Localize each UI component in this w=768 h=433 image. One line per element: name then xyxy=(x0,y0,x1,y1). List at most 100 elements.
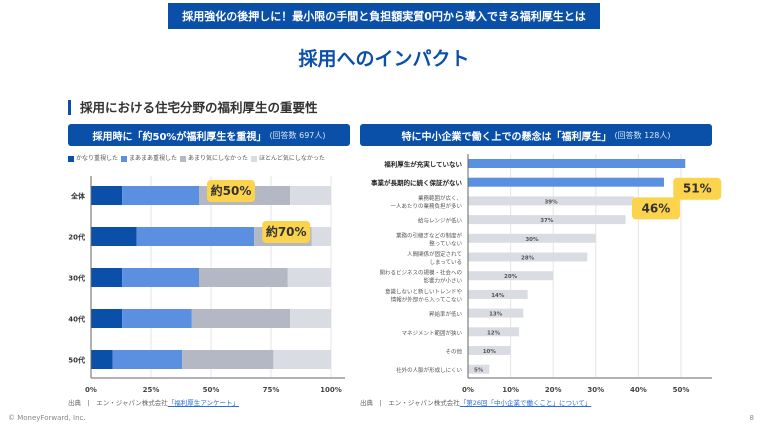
bar-segment xyxy=(91,227,137,246)
legend-item: まあまあ重視した xyxy=(121,153,177,162)
callout-label: 46% xyxy=(642,201,671,215)
value-label: 39% xyxy=(544,199,558,205)
category-label: 整っていない xyxy=(429,239,462,247)
legend-item: かなり重視した xyxy=(68,153,118,162)
bar xyxy=(468,233,596,243)
legend-item: ほとんど気にしなかった xyxy=(251,153,325,162)
bar-segment xyxy=(199,268,288,287)
x-tick-label: 30% xyxy=(587,386,604,394)
bar xyxy=(468,327,520,337)
category-label: その他 xyxy=(445,348,462,356)
source-text: エン・ジャパン株式会社 xyxy=(388,399,460,407)
category-label: マネジメント範囲が狭い xyxy=(401,329,462,337)
value-label: 13% xyxy=(489,312,503,318)
value-label: 30% xyxy=(525,237,539,243)
bar xyxy=(468,346,511,355)
x-tick-label: 40% xyxy=(630,386,647,394)
x-tick-label: 0% xyxy=(85,386,97,394)
category-label: 全体 xyxy=(70,192,86,201)
left-panel-header: 採用時に「約50%が福利厚生を重視」 (回答数 697人) xyxy=(68,124,350,146)
value-label: 20% xyxy=(504,274,518,280)
source-label: 出典 xyxy=(360,399,373,407)
bar-segment xyxy=(273,350,331,369)
bar-segment xyxy=(112,350,183,369)
category-label: 影響力が小さい xyxy=(423,277,462,285)
value-label: 37% xyxy=(540,218,554,224)
category-label: しまっている xyxy=(429,259,462,266)
left-header-note: (回答数 697人) xyxy=(269,130,326,140)
x-tick-label: 50% xyxy=(203,386,220,394)
bar-segment xyxy=(290,309,331,328)
bar-segment xyxy=(91,186,123,205)
x-tick-label: 75% xyxy=(263,386,280,394)
callout-box xyxy=(207,180,255,202)
copyright: © MoneyForward, Inc. xyxy=(8,414,86,422)
x-tick-label: 0% xyxy=(462,386,474,394)
bar-segment xyxy=(136,227,255,246)
bar-segment xyxy=(91,350,113,369)
bar-segment xyxy=(122,268,199,287)
bar-segment xyxy=(182,350,274,369)
category-label: 一人あたりの業務負担が多い xyxy=(390,202,462,210)
source-link[interactable]: 「第26回「中小企業で働くこと」について」 xyxy=(459,399,592,407)
x-tick-label: 10% xyxy=(502,386,519,394)
category-label: 20代 xyxy=(68,233,85,242)
left-source: 出典 | エン・ジャパン株式会社「福利厚生アンケート」 xyxy=(68,399,239,407)
bar xyxy=(468,177,664,187)
category-label: 事業が長期的に続く保証がない xyxy=(371,178,463,187)
bar xyxy=(468,289,528,299)
x-tick-label: 100% xyxy=(320,386,342,394)
value-label: 12% xyxy=(487,330,501,336)
callout-label: 約70% xyxy=(266,224,307,239)
category-label: 意識しないと新しいトレンドや xyxy=(385,287,462,295)
bar-segment xyxy=(91,268,123,287)
bar-segment xyxy=(191,309,291,328)
category-label: 福利厚生が充実していない xyxy=(383,160,462,169)
right-header-note: (回答数 128人) xyxy=(614,130,671,140)
bar xyxy=(468,215,626,225)
category-label: 40代 xyxy=(68,315,85,324)
category-label: 30代 xyxy=(68,274,85,283)
bar xyxy=(468,252,588,262)
x-tick-label: 25% xyxy=(143,386,160,394)
category-label: 給与レンジが低い xyxy=(418,217,463,225)
section-heading: 採用における住宅分野の福利厚生の重要性 xyxy=(68,100,318,115)
callout-box xyxy=(631,197,680,220)
category-label: 昇給率が低い xyxy=(429,310,463,318)
value-label: 28% xyxy=(521,256,535,262)
source-link[interactable]: 「福利厚生アンケート」 xyxy=(167,399,239,407)
callout-box xyxy=(673,177,722,200)
bar-segment xyxy=(122,309,192,328)
category-label: 社外の人脈が形成しにくい xyxy=(396,366,462,374)
page-number: 8 xyxy=(749,414,754,422)
category-label: 50代 xyxy=(68,356,85,365)
legend-item: あまり気にしなかった xyxy=(180,153,248,162)
right-panel-header: 特に中小企業で働く上での懸念は「福利厚生」 (回答数 128人) xyxy=(360,124,712,146)
category-label: 人間関係が固定されて xyxy=(407,250,462,258)
bar-segment xyxy=(91,309,123,328)
callout-label: 51% xyxy=(683,182,712,196)
x-tick-label: 50% xyxy=(673,386,690,394)
x-tick-label: 20% xyxy=(545,386,562,394)
bar-segment xyxy=(122,186,199,205)
callout-label: 約50% xyxy=(211,183,252,198)
bar xyxy=(468,196,635,206)
bar xyxy=(468,364,490,374)
bar-segment xyxy=(311,227,331,246)
category-label: 業務範囲が広く、 xyxy=(418,194,462,202)
bar-segment xyxy=(290,186,331,205)
category-label: 関わるビジネスの規模・社会への xyxy=(379,269,462,277)
value-label: 5% xyxy=(474,368,484,374)
left-header-text: 採用時に「約50%が福利厚生を重視」 xyxy=(92,131,267,143)
bar-segment xyxy=(287,268,331,287)
page-title: 採用へのインパクト xyxy=(298,48,470,70)
bar xyxy=(468,271,554,281)
source-text: エン・ジャパン株式会社 xyxy=(96,399,168,407)
bar xyxy=(468,308,524,318)
value-label: 10% xyxy=(483,349,497,355)
bar xyxy=(468,159,686,168)
callout-box xyxy=(262,221,311,243)
left-legend: かなり重視した まあまあ重視した あまり気にしなかった ほとんど気にしなかった xyxy=(68,153,325,162)
value-label: 14% xyxy=(491,293,505,299)
